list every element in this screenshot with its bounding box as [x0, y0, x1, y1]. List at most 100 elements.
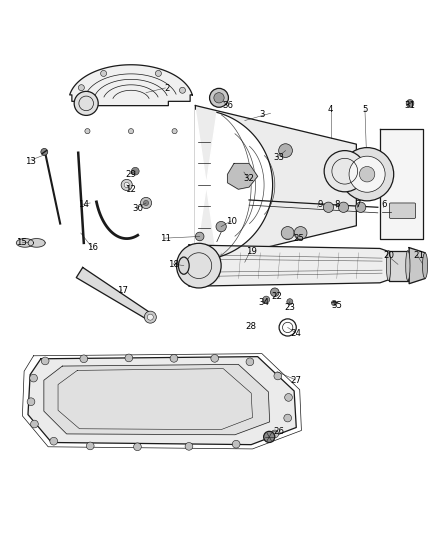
Text: 34: 34 [258, 298, 269, 308]
Circle shape [155, 70, 161, 76]
Circle shape [41, 357, 49, 365]
Text: 16: 16 [87, 243, 98, 252]
Circle shape [31, 420, 38, 428]
FancyBboxPatch shape [389, 203, 416, 219]
Text: 11: 11 [160, 234, 171, 243]
Text: 14: 14 [78, 200, 89, 209]
Polygon shape [228, 164, 258, 189]
Text: 32: 32 [244, 174, 254, 183]
Circle shape [50, 438, 58, 445]
Circle shape [74, 91, 98, 116]
Circle shape [324, 151, 365, 192]
Circle shape [406, 100, 414, 107]
Circle shape [147, 314, 153, 320]
Circle shape [141, 197, 152, 208]
Circle shape [246, 358, 254, 366]
Circle shape [359, 166, 375, 182]
Circle shape [144, 200, 148, 206]
Text: 21: 21 [413, 251, 424, 260]
Circle shape [216, 221, 226, 232]
Circle shape [41, 149, 48, 155]
Polygon shape [76, 268, 152, 320]
Text: 3: 3 [259, 110, 265, 119]
Circle shape [78, 85, 85, 91]
Polygon shape [189, 245, 397, 286]
Ellipse shape [406, 251, 410, 281]
Circle shape [285, 393, 293, 401]
Text: 24: 24 [291, 328, 302, 337]
Text: 6: 6 [381, 200, 387, 209]
Ellipse shape [386, 251, 391, 281]
Text: 35: 35 [332, 301, 343, 310]
Text: 25: 25 [293, 234, 304, 243]
Circle shape [356, 202, 366, 213]
Circle shape [125, 354, 133, 362]
Circle shape [131, 167, 139, 175]
Circle shape [340, 148, 394, 201]
Circle shape [30, 374, 37, 382]
Circle shape [287, 298, 293, 305]
Polygon shape [70, 65, 192, 106]
Circle shape [214, 93, 224, 103]
Circle shape [86, 442, 94, 450]
Text: 12: 12 [126, 185, 137, 193]
Circle shape [134, 443, 141, 450]
Text: 29: 29 [126, 169, 137, 179]
Polygon shape [28, 357, 296, 445]
Polygon shape [389, 251, 408, 281]
Text: 7: 7 [356, 200, 361, 209]
Circle shape [281, 227, 294, 239]
Text: 19: 19 [246, 247, 257, 256]
Text: 30: 30 [132, 204, 143, 213]
Circle shape [332, 301, 337, 305]
Text: 22: 22 [272, 292, 283, 301]
Circle shape [284, 414, 292, 422]
Circle shape [124, 182, 129, 188]
Circle shape [144, 311, 156, 323]
Circle shape [85, 128, 90, 134]
Circle shape [279, 144, 293, 157]
Circle shape [27, 398, 35, 406]
Text: 2: 2 [165, 84, 170, 93]
Circle shape [263, 296, 270, 303]
Ellipse shape [178, 257, 189, 274]
Polygon shape [28, 239, 45, 247]
Text: 20: 20 [383, 251, 394, 260]
Circle shape [195, 232, 204, 241]
Circle shape [271, 430, 279, 438]
Text: 13: 13 [25, 157, 35, 166]
Circle shape [101, 70, 106, 76]
Polygon shape [17, 239, 34, 247]
Text: 8: 8 [334, 200, 340, 209]
Text: 33: 33 [274, 152, 285, 161]
Circle shape [177, 244, 221, 288]
Text: 23: 23 [284, 303, 295, 312]
Text: 18: 18 [169, 260, 180, 269]
Circle shape [180, 87, 185, 93]
Polygon shape [380, 129, 423, 239]
Text: 27: 27 [291, 376, 302, 385]
Text: 17: 17 [117, 286, 128, 295]
Circle shape [128, 128, 134, 134]
Circle shape [185, 442, 193, 450]
Circle shape [209, 88, 229, 107]
Polygon shape [409, 248, 425, 284]
Circle shape [121, 180, 132, 190]
Circle shape [271, 288, 279, 296]
Circle shape [338, 202, 349, 213]
Text: 31: 31 [405, 101, 416, 110]
Text: 10: 10 [226, 217, 237, 226]
Text: 36: 36 [222, 101, 233, 110]
Circle shape [211, 354, 219, 362]
Circle shape [294, 227, 307, 239]
Text: 4: 4 [328, 106, 333, 114]
Polygon shape [195, 110, 272, 260]
Text: 9: 9 [317, 200, 322, 209]
Text: 15: 15 [16, 238, 27, 247]
Text: 28: 28 [246, 322, 257, 331]
Circle shape [170, 354, 178, 362]
Circle shape [172, 128, 177, 134]
Ellipse shape [423, 253, 427, 279]
Circle shape [232, 440, 240, 448]
Text: 5: 5 [362, 106, 367, 114]
